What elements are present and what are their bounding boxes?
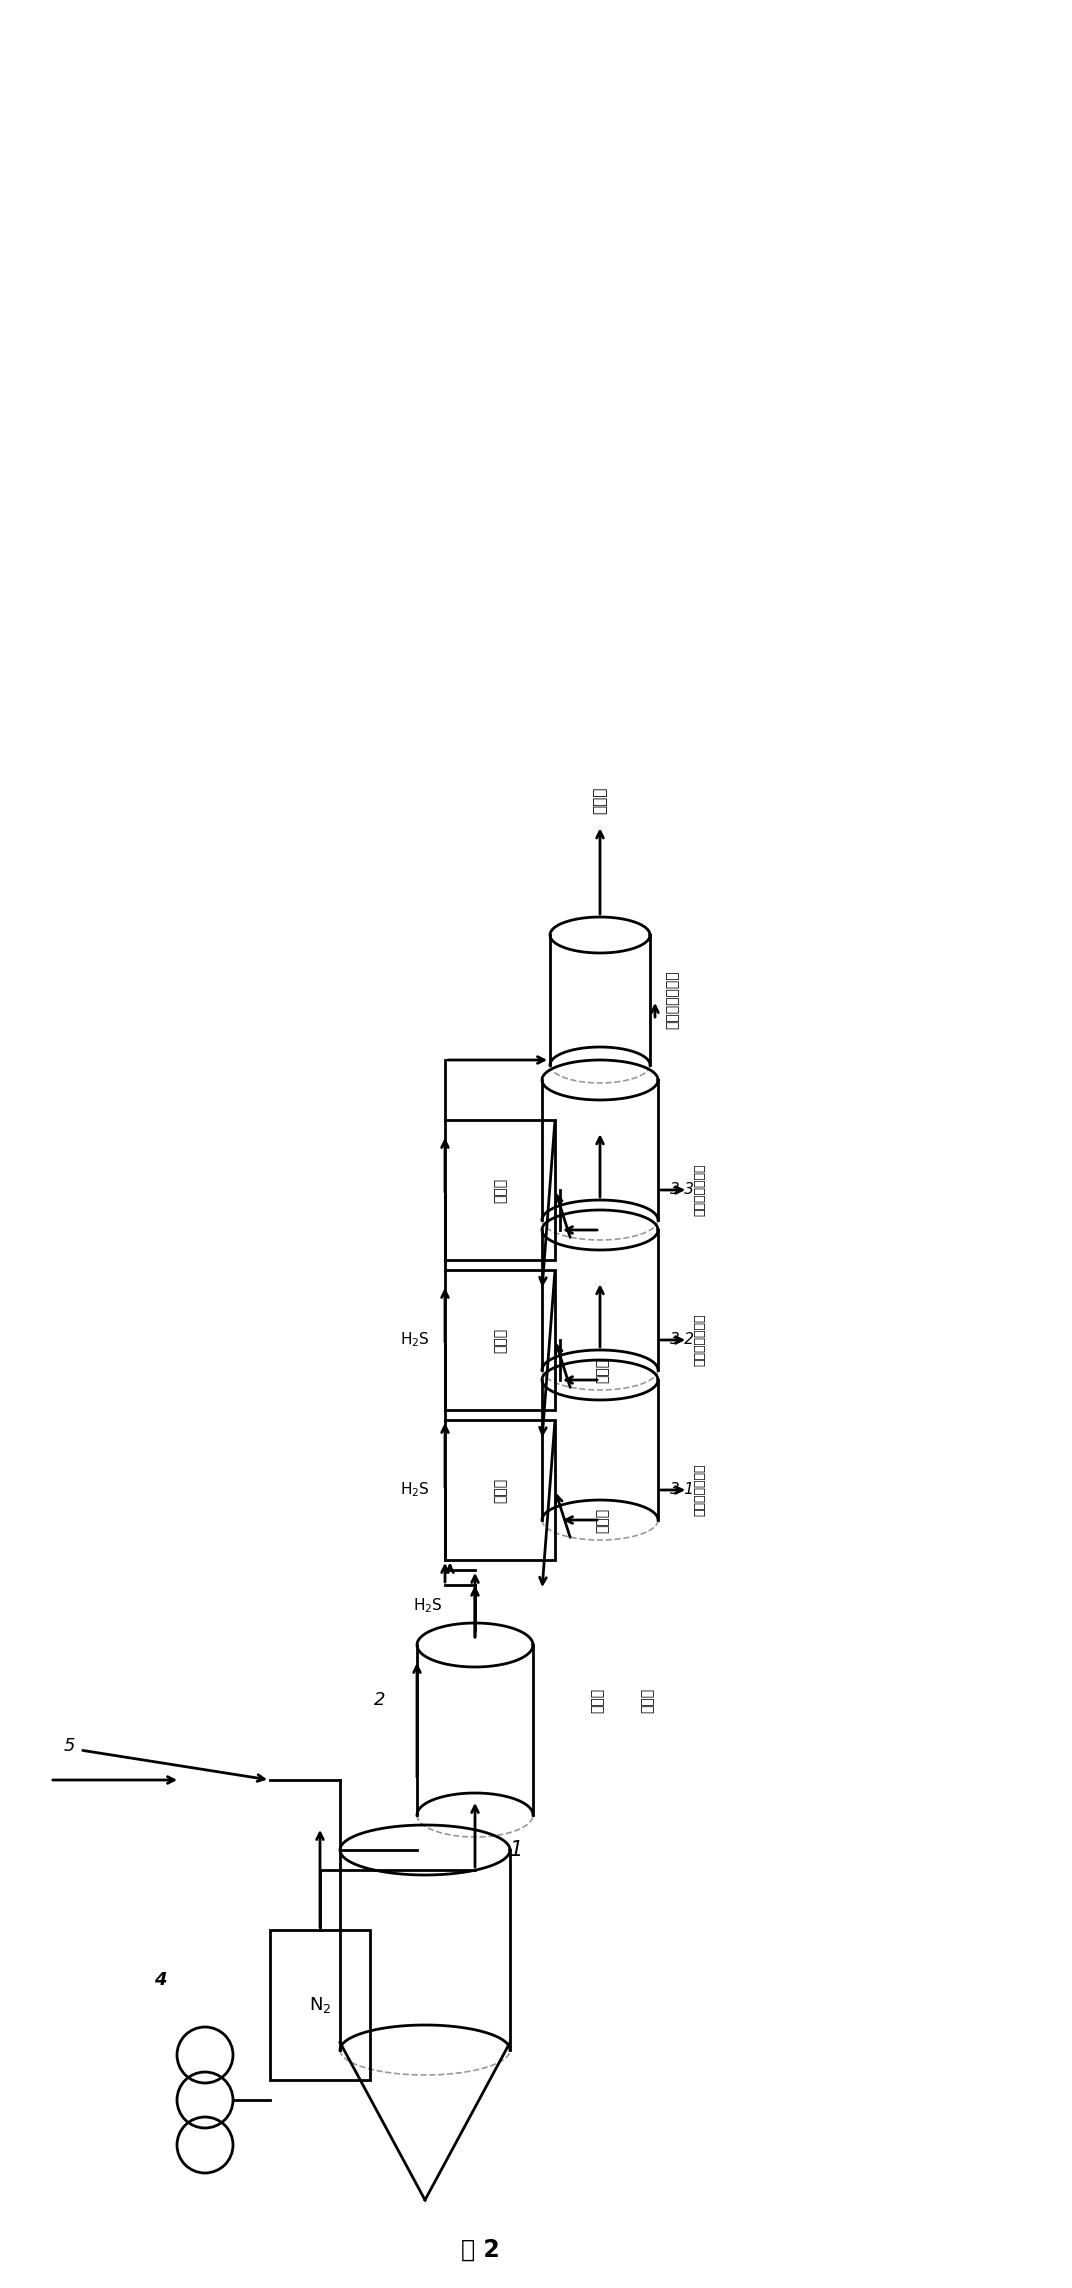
Text: H$_2$S: H$_2$S (400, 1480, 430, 1499)
Text: 图 2: 图 2 (461, 2238, 500, 2263)
Text: 3-3: 3-3 (670, 1183, 695, 1197)
Text: 金属硫化物沉淀: 金属硫化物沉淀 (666, 970, 680, 1030)
Text: 沉淀液: 沉淀液 (493, 1178, 507, 1203)
Text: 金属硫化物沉淀: 金属硫化物沉淀 (694, 1313, 706, 1366)
Text: 中性水: 中性水 (593, 787, 608, 815)
Bar (445, 1121, 555, 1261)
Text: 发酵液: 发酵液 (595, 1357, 609, 1382)
Text: 2: 2 (374, 1691, 386, 1709)
Text: N$_2$: N$_2$ (309, 1995, 331, 2016)
Text: 金属硫化物沉淀: 金属硫化物沉淀 (694, 1165, 706, 1217)
Text: H$_2$S: H$_2$S (413, 1597, 443, 1615)
Text: 3-1: 3-1 (670, 1483, 695, 1499)
Text: 4: 4 (153, 1970, 166, 1988)
Text: 发酵液: 发酵液 (595, 1508, 609, 1533)
Bar (445, 1421, 555, 1560)
Text: 沉淀液: 沉淀液 (493, 1478, 507, 1503)
Text: 金属硫化物沉淀: 金属硫化物沉淀 (694, 1464, 706, 1517)
Text: 沉淀液: 沉淀液 (590, 1689, 604, 1711)
Text: 沉淀液: 沉淀液 (493, 1327, 507, 1352)
Text: 1: 1 (510, 1840, 523, 1860)
Bar (270, 1931, 370, 2080)
Bar (445, 1270, 555, 1409)
Text: 5: 5 (63, 1737, 75, 1755)
Text: H$_2$S: H$_2$S (400, 1332, 430, 1350)
Text: 发酵液: 发酵液 (640, 1689, 654, 1711)
Text: 3-2: 3-2 (670, 1332, 695, 1348)
